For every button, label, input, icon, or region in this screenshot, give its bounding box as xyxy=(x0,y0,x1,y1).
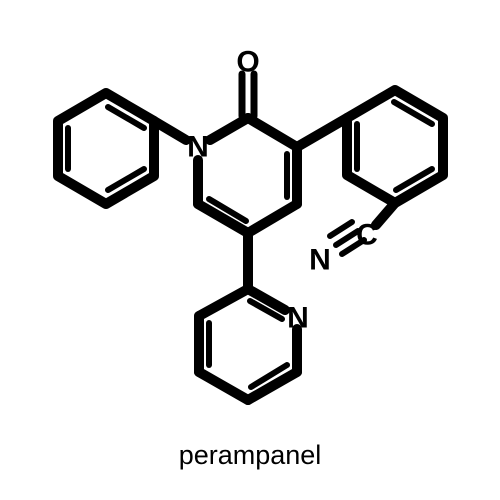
atom-c-nitrile: C xyxy=(356,219,378,252)
phenyl-left-ring xyxy=(58,93,154,204)
bond-biaryl-right xyxy=(297,118,347,147)
phenyl-right-ring xyxy=(347,90,443,203)
carbonyl-bond xyxy=(242,74,254,116)
atom-o-carbonyl: O xyxy=(236,46,259,79)
atom-n-nitrile: N xyxy=(309,244,331,277)
figure-canvas: O N C N N perampanel xyxy=(0,0,500,500)
pyridine-bottom-ring xyxy=(199,289,297,400)
pyridinone-ring xyxy=(198,118,297,233)
molecule-caption: perampanel xyxy=(0,440,500,471)
molecule-svg: O N C N N xyxy=(0,0,500,500)
atom-n-ring: N xyxy=(187,131,209,164)
atom-n-pyridine: N xyxy=(287,302,309,335)
